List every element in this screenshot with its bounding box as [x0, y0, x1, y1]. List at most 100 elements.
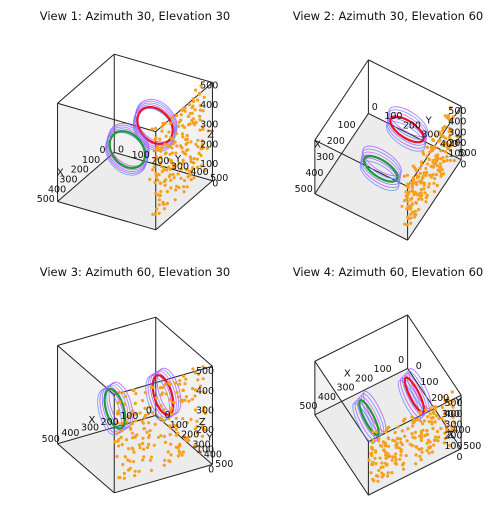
x-tick-label: 100: [337, 120, 355, 131]
z-tick-label: 300: [200, 120, 218, 131]
scatter-point: [157, 211, 161, 215]
box-edge: [114, 53, 213, 83]
scatter-point: [435, 414, 439, 418]
scatter-point: [169, 442, 173, 446]
scatter-point: [371, 460, 375, 464]
scatter-point: [160, 125, 164, 129]
z-tick-label: 400: [448, 117, 466, 128]
scatter-point: [411, 421, 415, 425]
scatter-point: [402, 174, 406, 178]
z-tick-label: 500: [200, 80, 218, 91]
scatter-point: [117, 444, 121, 448]
scatter-point: [165, 201, 169, 206]
x-tick-label: 400: [318, 392, 336, 403]
y-tick-label: 300: [171, 161, 189, 172]
scatter-point: [400, 204, 404, 208]
scatter-point: [173, 381, 177, 385]
z-tick-label: 300: [444, 420, 462, 431]
subplot-view-4: View 4: Azimuth 60, Elevation 6000010010…: [293, 265, 483, 497]
scatter-point: [448, 443, 452, 447]
scatter-point: [147, 421, 151, 425]
scatter-point: [410, 210, 414, 214]
scatter-point: [153, 137, 157, 142]
scatter-point: [123, 394, 128, 398]
z-tick-label: 0: [212, 179, 218, 190]
scatter-point: [391, 438, 395, 442]
scatter-point: [116, 420, 120, 425]
y-tick-label: 100: [170, 420, 188, 431]
scatter-point: [206, 129, 210, 133]
scatter-point: [181, 161, 185, 165]
scatter-point: [174, 132, 179, 136]
scatter-point: [180, 108, 184, 112]
scatter-point: [442, 441, 446, 445]
scatter-point: [152, 149, 156, 153]
scatter-point: [175, 114, 179, 118]
scatter-point: [170, 146, 174, 150]
scatter-point: [176, 395, 181, 399]
scatter-point: [172, 400, 176, 404]
z-tick-label: 0: [456, 452, 462, 463]
scatter-point: [194, 88, 198, 92]
scatter-point: [178, 382, 182, 386]
scatter-point: [184, 377, 188, 381]
scatter-point: [174, 188, 178, 192]
scatter-point: [188, 169, 192, 174]
scatter-point: [395, 437, 399, 441]
box-edge: [57, 201, 156, 231]
scatter-point: [159, 404, 163, 408]
scatter-point: [394, 445, 398, 450]
scatter-point: [374, 450, 378, 454]
scatter-point: [161, 121, 165, 125]
scatter-point: [180, 146, 184, 150]
scatter-point: [182, 178, 187, 183]
z-tick-label: 0: [460, 159, 466, 170]
y-tick-label: 500: [459, 148, 477, 159]
scatter-point: [432, 189, 436, 194]
scatter-point: [396, 425, 400, 429]
scatter-point: [165, 190, 169, 194]
scatter-point: [445, 145, 449, 150]
scatter-point: [450, 130, 454, 134]
scatter-point: [202, 95, 206, 99]
scatter-point: [201, 124, 205, 128]
scatter-point: [195, 424, 199, 429]
scatter-point: [379, 465, 383, 470]
scatter-point: [418, 166, 422, 171]
scatter-point: [440, 417, 444, 421]
scatter-point: [450, 425, 454, 429]
scatter-point: [450, 390, 454, 394]
scatter-point: [168, 459, 172, 464]
scatter-point: [399, 440, 403, 445]
scatter-point: [433, 133, 437, 137]
scatter-point: [198, 450, 202, 454]
scatter-point: [425, 433, 429, 437]
scatter-point: [370, 440, 374, 444]
scatter-point: [148, 177, 152, 181]
scatter-point: [403, 198, 407, 203]
scatter-point: [427, 182, 431, 186]
scatter-point: [427, 157, 431, 162]
scatter-point: [422, 187, 426, 191]
scatter-point: [370, 463, 375, 467]
scatter-point: [445, 116, 449, 120]
scatter-point: [156, 178, 160, 182]
x-tick-label: 100: [374, 364, 392, 375]
scatter-point: [439, 165, 443, 169]
scatter-point: [129, 412, 133, 416]
scatter-point: [151, 411, 155, 415]
scatter-point: [422, 181, 426, 185]
scatter-point: [370, 446, 374, 450]
scatter-point: [386, 474, 390, 478]
scatter-point: [174, 416, 178, 420]
y-tick-label: 100: [132, 150, 150, 161]
scatter-point: [440, 405, 444, 409]
scatter-point: [435, 429, 440, 434]
scatter-point: [131, 447, 135, 451]
scatter-point: [403, 434, 407, 438]
scatter-point: [175, 390, 179, 394]
scatter-point: [443, 114, 447, 118]
scatter-point: [386, 436, 390, 440]
scatter-point: [412, 181, 416, 185]
scatter-point: [126, 458, 130, 462]
